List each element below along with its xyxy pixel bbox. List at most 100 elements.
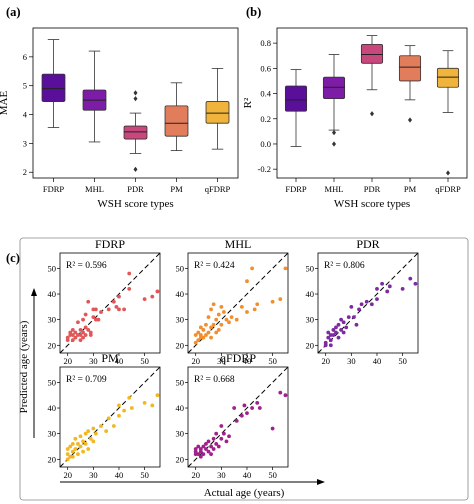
y-tick-label: 6 — [23, 52, 27, 62]
x-tick-label: 40 — [243, 470, 252, 480]
data-point — [117, 294, 121, 299]
y-tick-label: 30 — [176, 315, 185, 325]
x-tick-label: 40 — [115, 356, 124, 366]
data-point — [334, 330, 338, 335]
subplot-frame — [59, 252, 161, 354]
data-point — [83, 442, 88, 446]
x-tick-label: 50 — [398, 356, 407, 366]
data-point — [127, 271, 132, 276]
data-point — [219, 304, 224, 309]
data-point — [250, 266, 255, 271]
x-tick-label: 50 — [268, 470, 277, 480]
data-point — [334, 325, 338, 330]
data-point — [70, 328, 75, 332]
scatter-subplot-mhl: MHL 20 30 40 50 20 30 40 50 R² = 0.424 — [176, 237, 289, 366]
data-point — [209, 325, 213, 330]
data-point — [341, 320, 346, 325]
data-point — [65, 457, 70, 462]
data-point — [111, 299, 116, 304]
data-point — [369, 302, 374, 307]
x-tick-label: MHL — [85, 184, 104, 194]
box-pm — [398, 55, 422, 82]
data-point — [91, 439, 96, 444]
data-point — [221, 310, 226, 314]
data-point — [81, 335, 85, 340]
data-point — [198, 325, 203, 330]
x-tick-label: qFDRP — [205, 184, 231, 194]
data-point — [155, 289, 160, 294]
data-point — [142, 400, 147, 405]
outlier-point — [446, 170, 450, 176]
data-point — [239, 304, 244, 309]
y-axis-label: MAE — [0, 91, 10, 116]
data-point — [70, 449, 75, 454]
subplot-frame — [317, 252, 419, 354]
data-point — [387, 284, 392, 289]
data-point — [204, 333, 208, 337]
data-point — [408, 276, 413, 281]
data-point — [245, 279, 249, 284]
data-point — [209, 444, 213, 449]
data-point — [129, 406, 134, 410]
y-tick-label: 4 — [23, 110, 28, 120]
data-point — [204, 442, 208, 446]
data-point — [196, 444, 201, 449]
outlier-point — [133, 90, 138, 96]
data-point — [68, 330, 73, 335]
data-point — [193, 333, 198, 337]
data-point — [78, 338, 83, 343]
x-axis-label: WSH score types — [97, 198, 173, 210]
data-point — [357, 307, 361, 312]
data-point — [81, 449, 85, 454]
data-point — [257, 406, 262, 410]
y-tick-label: 30 — [48, 429, 57, 439]
data-point — [78, 434, 83, 439]
x-tick-label: FDRP — [285, 184, 307, 194]
y-tick-label: 50 — [176, 263, 185, 273]
data-point — [78, 444, 83, 449]
scatter-subplot-fdrp: FDRP 20 30 40 50 20 30 40 50 R² = 0.596 — [48, 237, 161, 366]
data-point — [219, 436, 224, 441]
data-point — [117, 403, 121, 408]
data-point — [211, 322, 216, 327]
y-axis-arrow-head — [31, 288, 37, 296]
y-tick-label: 20 — [48, 454, 57, 464]
y-tick-label: 40 — [48, 289, 57, 299]
data-point — [198, 454, 203, 459]
scatter-grid-age: FDRP 20 30 40 50 20 30 40 50 R² = 0.596 MHL 20 30 40 5… — [18, 237, 469, 501]
data-point — [206, 439, 211, 444]
y-tick-label: 0.2 — [260, 114, 271, 124]
data-point — [375, 297, 379, 302]
outlier-point — [332, 141, 336, 147]
data-point — [201, 328, 206, 332]
data-point — [73, 447, 78, 451]
data-point — [142, 297, 147, 302]
subplot-frame — [59, 366, 161, 468]
data-point — [201, 452, 206, 457]
data-point — [122, 408, 127, 413]
y-tick-label: 2 — [23, 167, 27, 177]
y-tick-label: 5 — [23, 81, 27, 91]
data-point — [88, 436, 93, 441]
data-point — [86, 429, 91, 434]
data-point — [81, 439, 85, 444]
outlier-point — [408, 117, 412, 123]
data-point — [73, 335, 78, 340]
panel-c-frame — [19, 237, 469, 501]
data-point — [206, 315, 211, 320]
panel-label-a: (a) — [6, 5, 21, 19]
data-point — [83, 333, 88, 337]
x-tick-label: PM — [404, 184, 417, 194]
data-point — [413, 281, 418, 286]
data-point — [364, 299, 369, 304]
data-point — [193, 447, 198, 451]
data-point — [83, 431, 88, 436]
data-point — [83, 312, 88, 317]
data-point — [93, 431, 98, 436]
data-point — [224, 317, 229, 322]
data-point — [70, 333, 75, 337]
data-point — [328, 343, 333, 348]
y-tick-label: 0.4 — [260, 89, 271, 99]
data-point — [328, 338, 333, 343]
data-point — [209, 307, 213, 312]
